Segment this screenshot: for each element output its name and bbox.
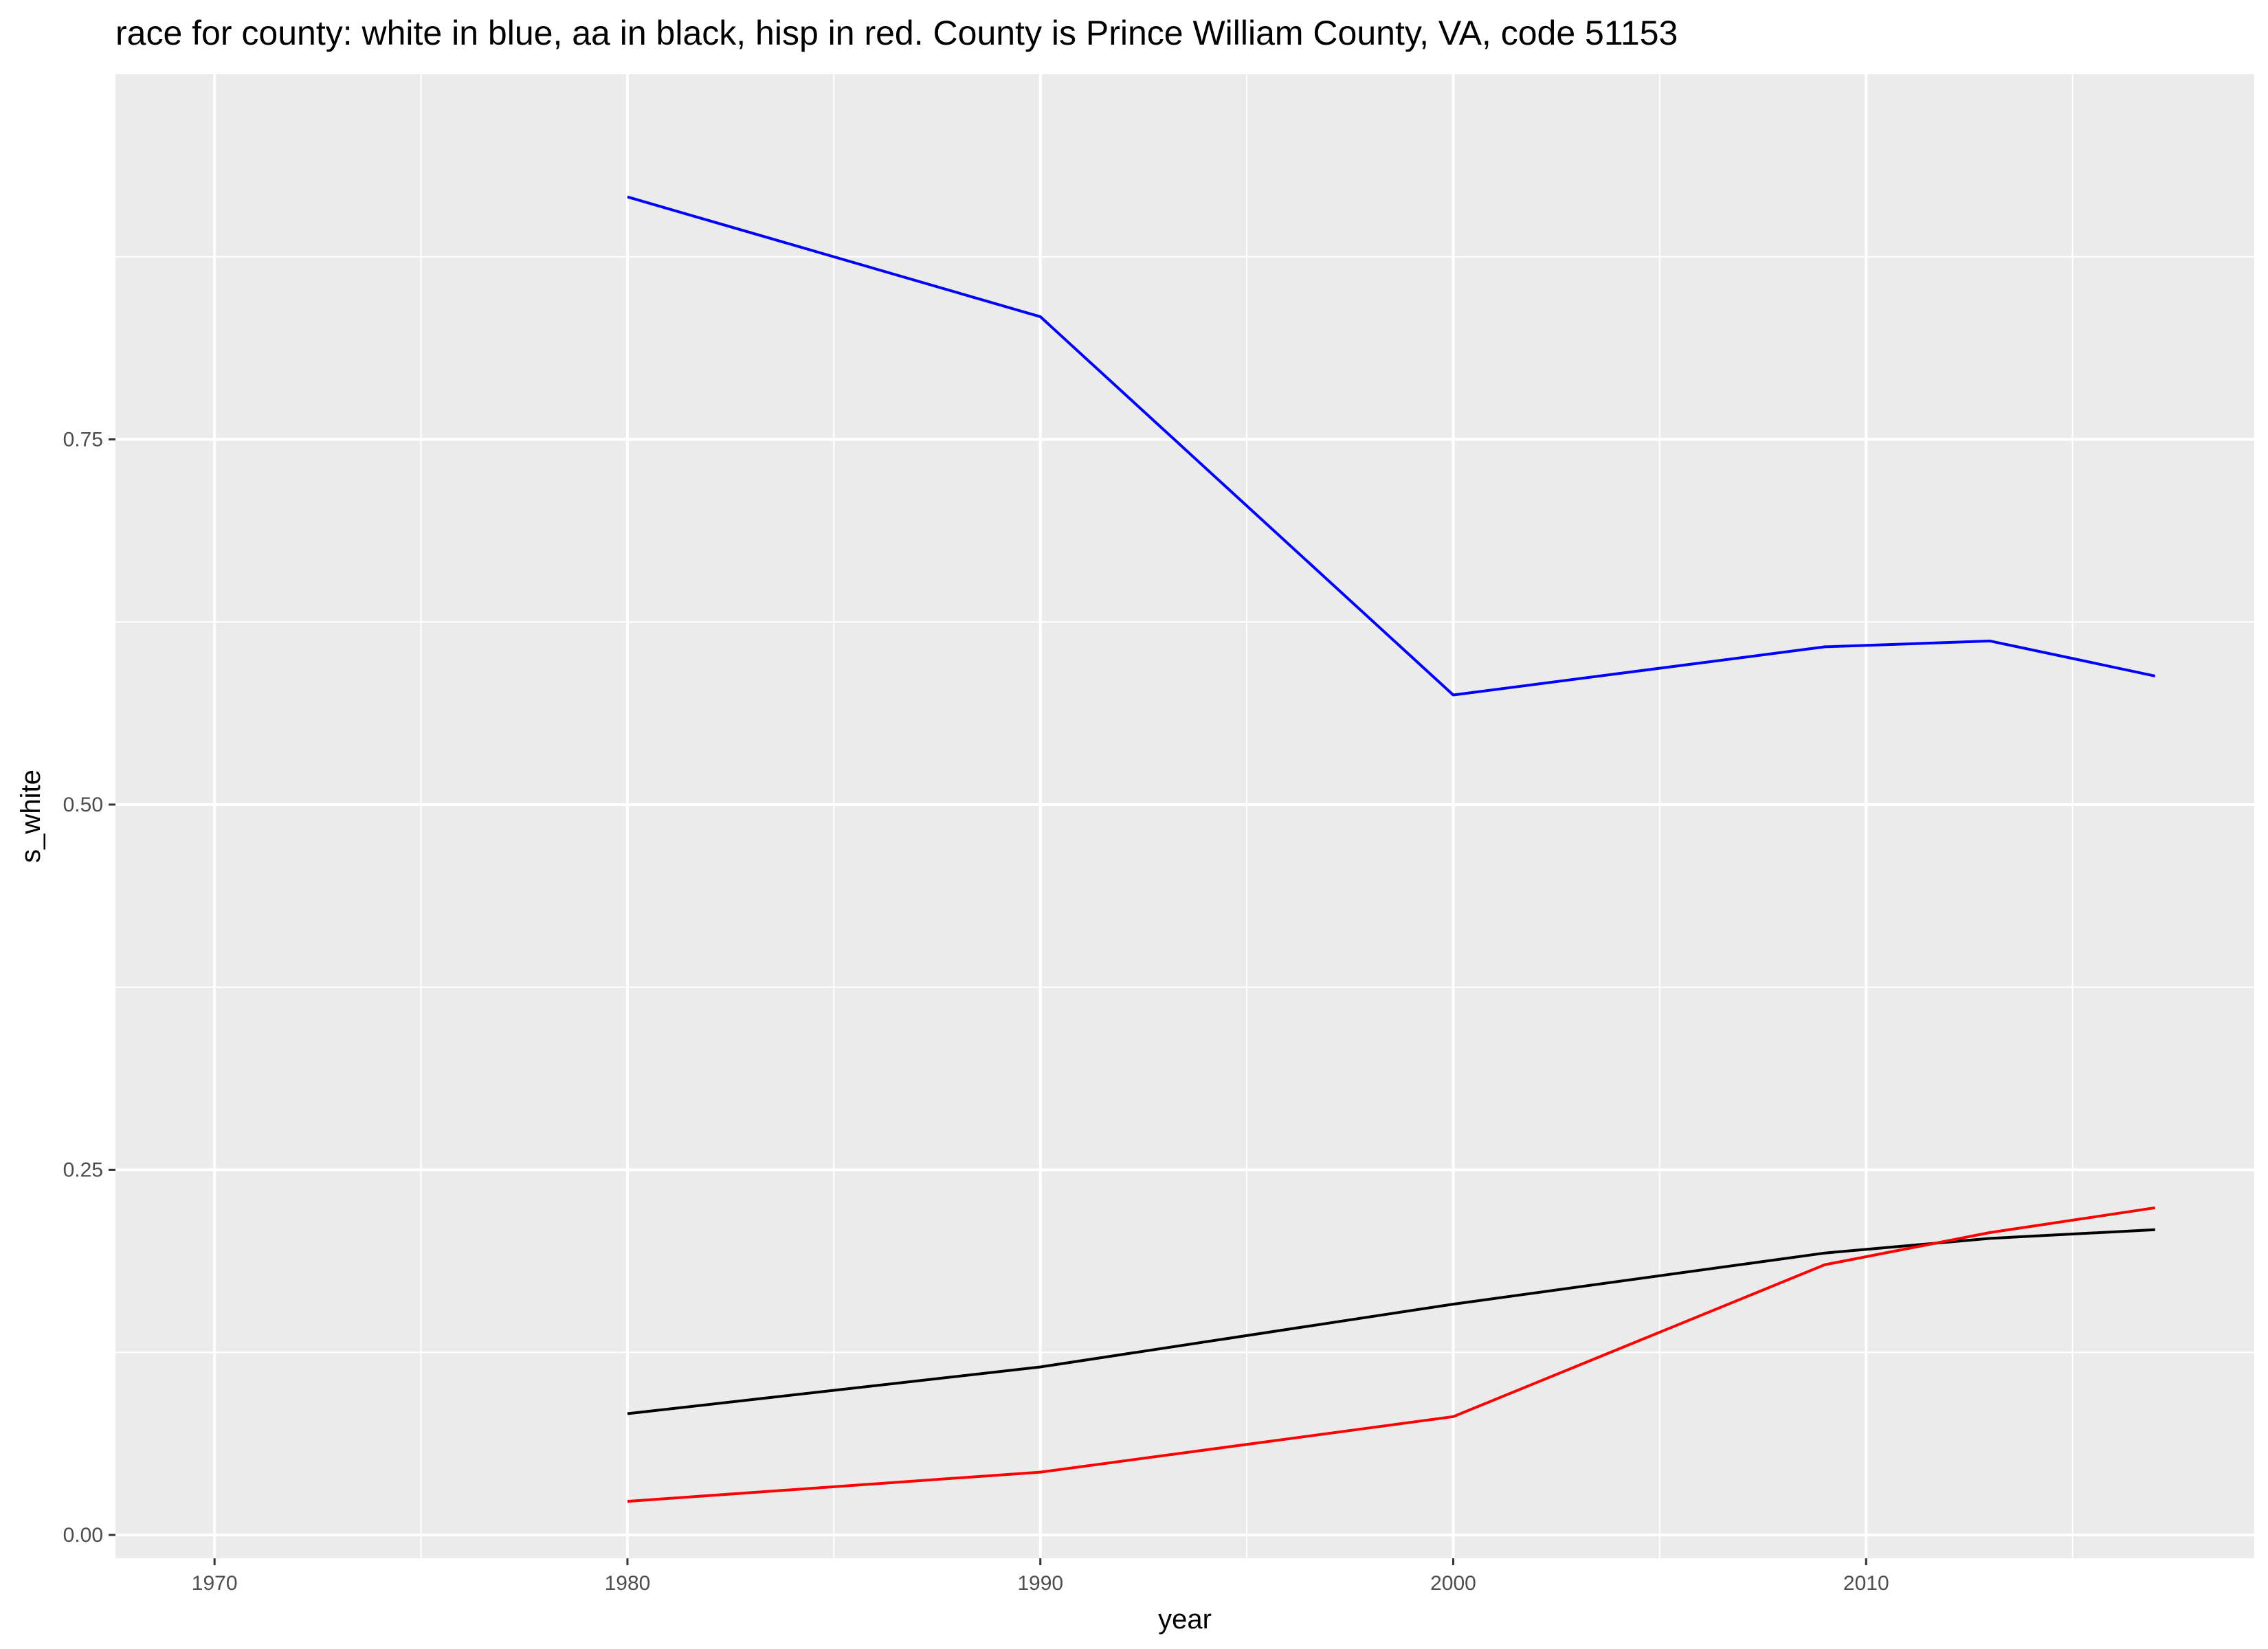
y-tick-label: 0.50 xyxy=(63,794,103,816)
y-tick-label: 0.25 xyxy=(63,1158,103,1181)
y-tick-label: 0.00 xyxy=(63,1524,103,1547)
series-line-3 xyxy=(627,1206,2156,1503)
series-line-2 xyxy=(627,1228,2155,1415)
minor-gridlines xyxy=(115,74,2254,1558)
series-line-1 xyxy=(627,195,2156,697)
x-tick-label: 1980 xyxy=(605,1572,651,1595)
axis-ticks xyxy=(109,438,1867,1565)
x-tick-label: 2000 xyxy=(1430,1572,1476,1595)
tick-labels: 1970 1980 1990 2000 2010 0.00 0.25 0.50 0.75 xyxy=(63,428,1889,1595)
x-tick-label: 2010 xyxy=(1843,1572,1889,1595)
x-tick-label: 1990 xyxy=(1017,1572,1063,1595)
plot-panel xyxy=(115,74,2254,1558)
y-tick-label: 0.75 xyxy=(63,428,103,451)
major-gridlines xyxy=(115,74,2254,1558)
y-axis-title: s_white xyxy=(16,770,46,863)
x-tick-label: 1970 xyxy=(192,1572,238,1595)
series-layer xyxy=(627,195,2156,1503)
x-axis-title: year xyxy=(1158,1604,1212,1635)
chart-title: race for county: white in blue, aa in bl… xyxy=(115,14,1678,52)
